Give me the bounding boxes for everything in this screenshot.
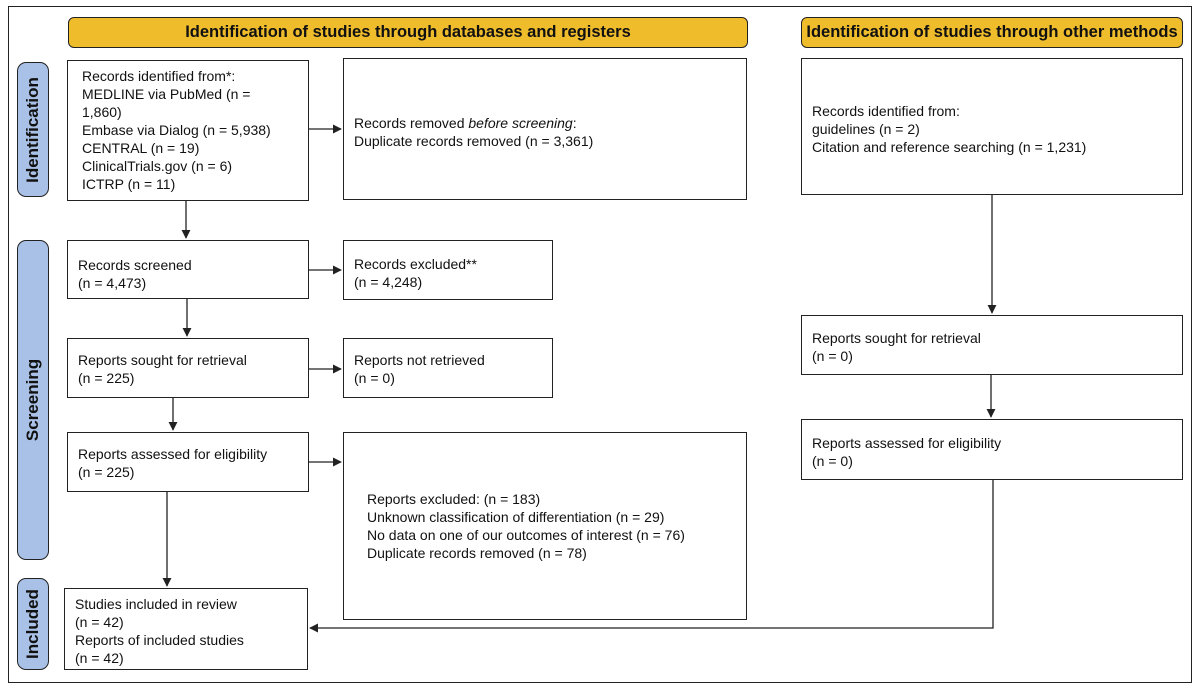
reports-excluded-box: Reports excluded: (n = 183) Unknown clas…: [343, 432, 747, 620]
reports-not-retrieved-line: Reports not retrieved: [354, 352, 485, 368]
phase-screening-label: Screening: [23, 358, 43, 442]
reports-assessed-line: Reports assessed for eligibility: [78, 446, 268, 462]
other-identified-line: Records identified from:: [812, 103, 960, 119]
reports-not-retrieved-box: Reports not retrieved (n = 0): [343, 338, 553, 398]
phase-screening: Screening: [17, 240, 49, 560]
records-screened-line: (n = 4,473): [78, 275, 147, 291]
phase-identification: Identification: [17, 62, 49, 197]
records-removed-duplicates: Duplicate records removed (n = 3,361): [354, 133, 594, 149]
reports-assessed-box: Reports assessed for eligibility (n = 22…: [67, 432, 309, 492]
records-identified-line: CENTRAL (n = 19): [82, 140, 200, 156]
reports-sought-box: Reports sought for retrieval (n = 225): [67, 338, 309, 398]
diagram-frame: [8, 6, 1192, 683]
header-databases: Identification of studies through databa…: [68, 17, 748, 48]
records-excluded-line: Records excluded**: [354, 256, 477, 272]
records-identified-line: ClinicalTrials.gov (n = 6): [82, 158, 233, 174]
reports-excluded-line: Reports excluded: (n = 183): [367, 491, 541, 507]
records-screened-box: Records screened (n = 4,473): [67, 240, 309, 299]
records-identified-line: ICTRP (n = 11): [82, 176, 176, 192]
records-removed-box: Records removed before screening: Duplic…: [343, 58, 747, 200]
header-other-label: Identification of studies through other …: [806, 23, 1178, 41]
other-identified-line: Citation and reference searching (n = 1,…: [812, 139, 1087, 155]
records-identified-box: Records identified from*: MEDLINE via Pu…: [67, 60, 309, 201]
reports-not-retrieved-line: (n = 0): [354, 370, 395, 386]
phase-identification-label: Identification: [23, 76, 42, 183]
phase-included-label: Included: [23, 589, 42, 659]
studies-included-line: (n = 42): [75, 614, 124, 630]
other-assessed-line: (n = 0): [812, 453, 853, 469]
records-removed-emph: before screening: [468, 115, 573, 131]
reports-sought-line: (n = 225): [78, 370, 135, 386]
records-excluded-line: (n = 4,248): [354, 274, 423, 290]
records-screened-line: Records screened: [78, 257, 192, 273]
reports-excluded-line: Duplicate records removed (n = 78): [367, 545, 587, 561]
other-assessed-box: Reports assessed for eligibility (n = 0): [801, 419, 1183, 480]
records-excluded-box: Records excluded** (n = 4,248): [343, 240, 553, 300]
records-identified-line: MEDLINE via PubMed (n =: [82, 86, 251, 102]
header-databases-label: Identification of studies through databa…: [185, 23, 631, 41]
other-sought-line: Reports sought for retrieval: [812, 330, 981, 346]
records-removed-prefix: Records removed: [354, 115, 469, 131]
studies-included-line: (n = 42): [75, 650, 124, 666]
reports-assessed-line: (n = 225): [78, 464, 135, 480]
other-sought-line: (n = 0): [812, 348, 853, 364]
other-sought-box: Reports sought for retrieval (n = 0): [801, 315, 1183, 375]
studies-included-line: Studies included in review: [75, 596, 237, 612]
records-identified-line: 1,860): [82, 104, 122, 120]
records-identified-line: Records identified from*:: [82, 68, 236, 84]
other-identified-line: guidelines (n = 2): [812, 121, 920, 137]
reports-sought-line: Reports sought for retrieval: [78, 352, 247, 368]
reports-excluded-line: Unknown classification of differentiatio…: [367, 509, 665, 525]
other-identified-box: Records identified from: guidelines (n =…: [801, 58, 1183, 195]
records-identified-line: Embase via Dialog (n = 5,938): [82, 122, 271, 138]
studies-included-line: Reports of included studies: [75, 632, 244, 648]
records-removed-suffix: :: [572, 115, 577, 131]
reports-excluded-line: No data on one of our outcomes of intere…: [367, 527, 685, 543]
studies-included-box: Studies included in review (n = 42) Repo…: [64, 588, 308, 670]
phase-included: Included: [17, 578, 49, 670]
records-removed-title: Records removed before screening:: [354, 114, 746, 132]
other-assessed-line: Reports assessed for eligibility: [812, 435, 1002, 451]
header-other-methods: Identification of studies through other …: [801, 17, 1183, 48]
